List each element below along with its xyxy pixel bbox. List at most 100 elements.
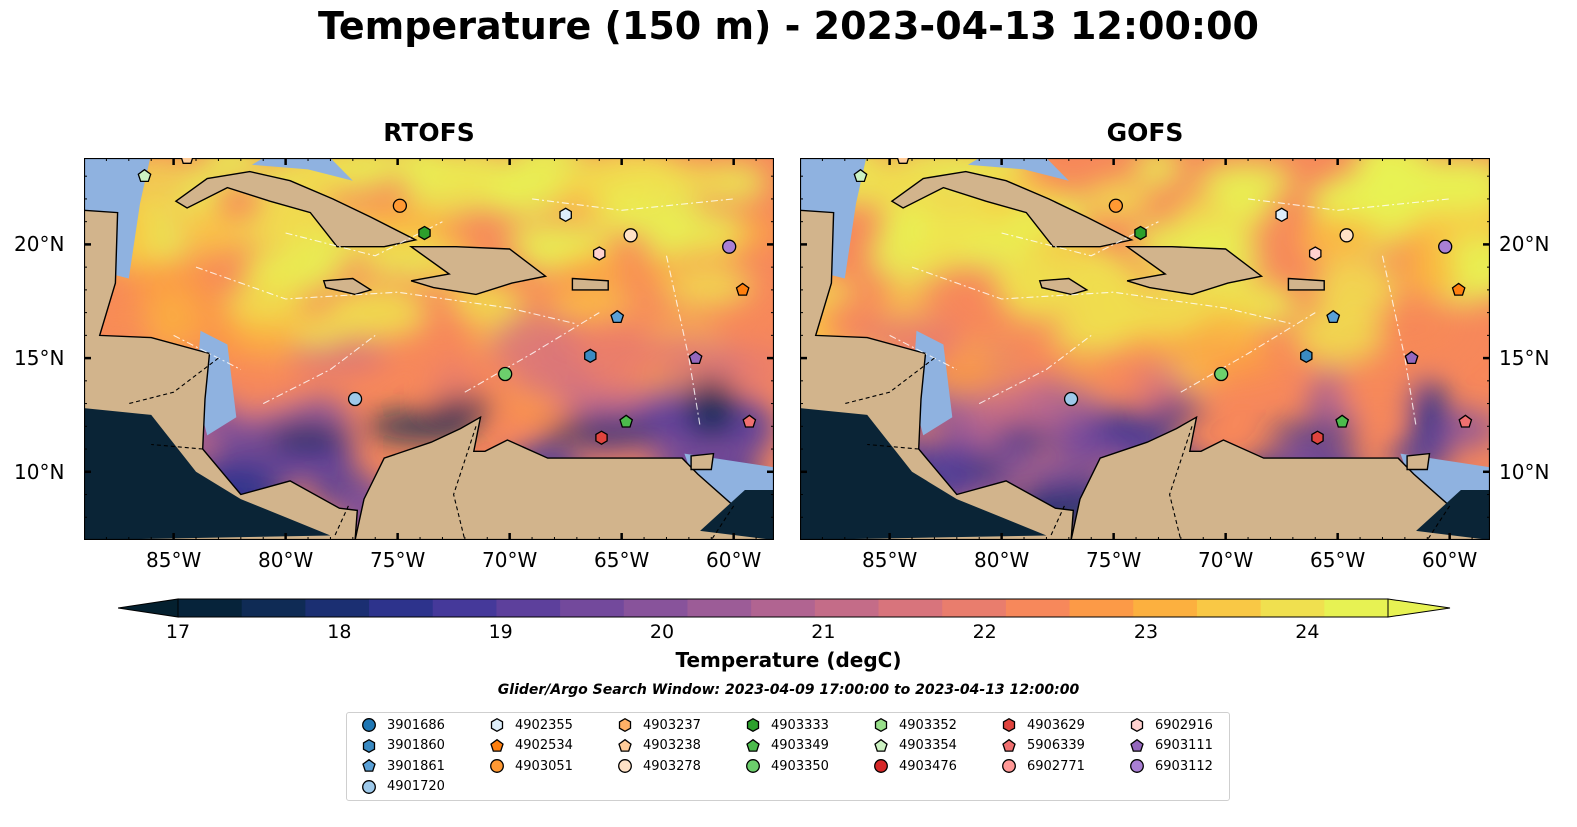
- float-marker-4903051[interactable]: [1108, 198, 1124, 213]
- legend-label: 5906339: [1027, 738, 1085, 753]
- float-marker-6902916[interactable]: [1308, 246, 1322, 261]
- float-marker-4903278[interactable]: [1339, 228, 1354, 243]
- float-marker-4903278[interactable]: [623, 228, 638, 243]
- legend-marker-6902916: [1130, 717, 1144, 733]
- legend-label: 6903112: [1155, 758, 1213, 774]
- legend-marker-4903350: [746, 759, 760, 773]
- colorbar-tick-19: 19: [488, 621, 513, 643]
- legend-marker-4903354: [874, 738, 888, 752]
- lat-tick-right-2: 10°N: [1499, 459, 1550, 484]
- float-marker-4902355[interactable]: [559, 207, 572, 223]
- float-legend: 3901686 3901860 3901861 4901720 4902355 49025…: [346, 712, 1230, 801]
- legend-item-4903237: 4903237: [617, 715, 701, 735]
- legend-label: 3901686: [387, 717, 445, 733]
- legend-marker-4903629: [1002, 717, 1016, 733]
- legend-label: 4903238: [643, 738, 701, 753]
- float-marker-3901861[interactable]: [1326, 309, 1341, 324]
- legend-label: 4903333: [771, 717, 829, 733]
- legend-label: 4903629: [1027, 717, 1085, 733]
- legend-marker-4903352: [874, 717, 888, 733]
- legend-item-4903354: 4903354: [873, 736, 957, 756]
- float-marker-4903354[interactable]: [853, 168, 868, 183]
- float-marker-5906339[interactable]: [1458, 414, 1473, 428]
- legend-label: 6902916: [1155, 717, 1213, 733]
- legend-item-6902771: 6902771: [1001, 756, 1085, 776]
- float-marker-5906339[interactable]: [742, 414, 757, 428]
- legend-marker-4903333: [746, 717, 760, 733]
- legend-item-4903629: 4903629: [1001, 715, 1085, 735]
- map-panel-rtofs[interactable]: [84, 158, 774, 540]
- float-marker-4902534[interactable]: [735, 282, 750, 296]
- float-marker-4901720[interactable]: [347, 391, 363, 407]
- float-marker-6903111[interactable]: [688, 350, 703, 365]
- legend-item-3901861: 3901861: [361, 756, 445, 776]
- colorbar-tick-18: 18: [327, 621, 352, 643]
- figure-title: Temperature (150 m) - 2023-04-13 12:00:0…: [317, 4, 1259, 48]
- lon-tick-1-5: 60°W: [1422, 548, 1478, 572]
- legend-label: 4903237: [643, 717, 701, 733]
- float-marker-4903349[interactable]: [1335, 414, 1350, 428]
- lon-tick-1-2: 75°W: [1086, 548, 1142, 572]
- colorbar-swatch: [305, 599, 370, 617]
- float-marker-4903333[interactable]: [1134, 225, 1147, 241]
- lon-tick-1-4: 65°W: [1310, 548, 1366, 572]
- legend-label: 4903349: [771, 738, 829, 753]
- float-marker-4902534[interactable]: [1451, 282, 1466, 296]
- map-panel-gofs[interactable]: [800, 158, 1490, 540]
- legend-item-4903238: 4903238: [617, 736, 701, 756]
- colorbar-swatch: [432, 599, 498, 617]
- lon-tick-0-3: 70°W: [482, 548, 538, 572]
- legend-item-4903349: 4903349: [745, 736, 829, 756]
- legend-marker-6902771: [1002, 759, 1016, 773]
- float-marker-3901860[interactable]: [1300, 348, 1313, 364]
- lat-tick-right-0: 20°N: [1499, 232, 1550, 257]
- legend-marker-4903349: [746, 738, 760, 752]
- colorbar: [117, 596, 1452, 624]
- float-marker-4903333[interactable]: [418, 225, 431, 241]
- float-marker-6903112[interactable]: [1438, 239, 1453, 254]
- legend-label: 4902355: [515, 717, 573, 733]
- lat-tick-left-1: 15°N: [14, 346, 65, 371]
- float-marker-4902355[interactable]: [1275, 207, 1288, 223]
- legend-label: 6902771: [1027, 758, 1085, 774]
- float-marker-4903350[interactable]: [498, 366, 513, 382]
- float-marker-4903238[interactable]: [896, 158, 910, 164]
- legend-item-4903352: 4903352: [873, 715, 957, 735]
- float-marker-4903354[interactable]: [137, 168, 152, 183]
- float-marker-4903629[interactable]: [1311, 430, 1324, 445]
- panel-title-rtofs: RTOFS: [383, 118, 475, 147]
- legend-label: 4903354: [899, 738, 957, 753]
- panel-title-gofs: GOFS: [1106, 118, 1184, 147]
- float-marker-4901720[interactable]: [1063, 391, 1079, 407]
- search-window-text: Glider/Argo Search Window: 2023-04-09 17…: [497, 682, 1080, 698]
- legend-marker-4901720: [362, 779, 376, 794]
- float-marker-4903051[interactable]: [392, 198, 408, 213]
- legend-marker-3901686: [362, 718, 376, 732]
- lon-tick-0-2: 75°W: [370, 548, 426, 572]
- colorbar-swatch: [814, 599, 880, 617]
- float-marker-4903629[interactable]: [595, 430, 608, 445]
- legend-marker-3901861: [362, 758, 376, 772]
- land-jamaica: [1038, 277, 1089, 296]
- colorbar-tick-23: 23: [1133, 621, 1159, 643]
- lon-tick-0-4: 65°W: [594, 548, 650, 572]
- legend-label: 4903476: [899, 758, 957, 774]
- land-hispaniola: [1124, 245, 1264, 296]
- float-marker-6902916[interactable]: [592, 246, 606, 261]
- float-marker-6903111[interactable]: [1404, 350, 1419, 365]
- legend-label: 3901860: [387, 738, 445, 753]
- lon-tick-0-5: 60°W: [706, 548, 762, 572]
- legend-marker-4903278: [618, 759, 632, 773]
- float-marker-4903350[interactable]: [1214, 366, 1229, 382]
- legend-marker-6903112: [1130, 759, 1144, 773]
- colorbar-swatch: [178, 599, 243, 617]
- float-marker-3901860[interactable]: [584, 348, 597, 364]
- float-marker-3901861[interactable]: [610, 309, 625, 324]
- colorbar-swatch: [687, 599, 752, 617]
- float-marker-4903349[interactable]: [619, 414, 634, 428]
- legend-label: 4903352: [899, 717, 957, 733]
- colorbar-swatch: [942, 599, 1007, 617]
- float-marker-4903238[interactable]: [180, 158, 194, 164]
- colorbar-tick-24: 24: [1295, 621, 1320, 643]
- float-marker-6903112[interactable]: [722, 239, 737, 254]
